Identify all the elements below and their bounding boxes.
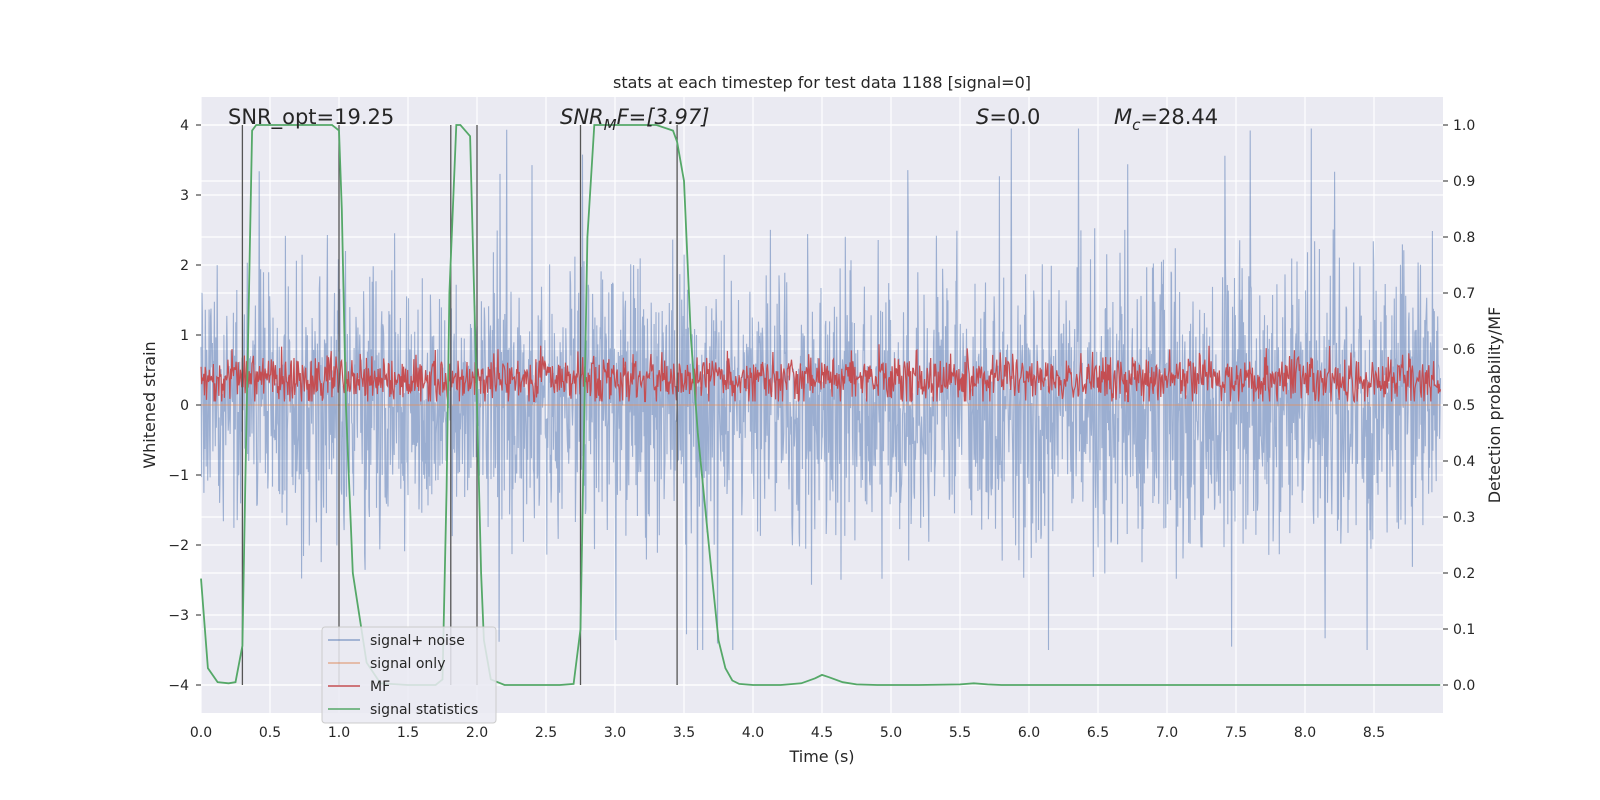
x-tick-label: 0.5 (259, 725, 281, 741)
y2-tick-label: 0.5 (1453, 398, 1475, 414)
y-tick-label: −2 (168, 538, 189, 554)
y2-tick-label: 0.8 (1453, 230, 1475, 246)
x-tick-label: 8.0 (1294, 725, 1316, 741)
x-tick-label: 6.0 (1018, 725, 1040, 741)
y-tick-label: 3 (180, 188, 189, 204)
x-tick-label: 4.5 (811, 725, 833, 741)
y2-tick-label: 0.0 (1453, 678, 1475, 694)
legend: signal+ noise signal only MF signal stat… (321, 626, 497, 724)
y2-tick-label: 0.2 (1453, 566, 1475, 582)
annotation-s: S=0.0 (976, 105, 1040, 129)
x-axis-label: Time (s) (788, 747, 854, 766)
legend-box (321, 626, 497, 724)
y-tick-label: −4 (168, 678, 189, 694)
legend-label-signal-statistics: signal statistics (370, 702, 478, 718)
x-tick-label: 3.0 (604, 725, 626, 741)
legend-label-signal-only: signal only (370, 656, 445, 672)
annotations: SNR_opt=19.25 SNRMF=[3.97] S=0.0 Mc=28.4… (228, 105, 1218, 134)
y-tick-label: 2 (180, 258, 189, 274)
y-axis-label: Whitened strain (140, 341, 159, 468)
annotation-mc-label: M (1114, 105, 1132, 129)
x-tick-label: 1.0 (328, 725, 350, 741)
x-tick-label: 6.5 (1087, 725, 1109, 741)
legend-label-signal-noise: signal+ noise (370, 633, 465, 649)
y2-axis-label: Detection probability/MF (1485, 307, 1504, 504)
annotation-s-label: S (976, 105, 989, 129)
x-tick-label: 2.5 (535, 725, 557, 741)
noise-series-layer (200, 128, 1442, 651)
annotation-mc: Mc=28.44 (1114, 105, 1218, 134)
x-tick-label: 3.5 (673, 725, 695, 741)
mf-series-layer (200, 344, 1442, 404)
y2-tick-label: 0.1 (1453, 622, 1475, 638)
x-tick-label: 7.0 (1156, 725, 1178, 741)
y-tick-label: 1 (180, 328, 189, 344)
series-signal-statistics-line (200, 124, 1441, 686)
annotation-mc-sub: c (1132, 116, 1141, 134)
legend-label-mf: MF (370, 679, 390, 695)
series-signal-noise-line (200, 128, 1442, 651)
y2-tick-label: 0.3 (1453, 510, 1475, 526)
y2-tick-label: 0.6 (1453, 342, 1475, 358)
y2-tick-label: 0.9 (1453, 174, 1475, 190)
annotation-snr-mf-rest: F=[3.97] (617, 105, 710, 129)
y2-tick-label: 0.4 (1453, 454, 1475, 470)
annotation-snr-mf-sub: M (604, 116, 617, 134)
series-mf-line (200, 344, 1442, 404)
annotation-snr-opt: SNR_opt=19.25 (228, 105, 394, 130)
y-tick-label: −1 (168, 468, 189, 484)
y2-tick-label: 0.7 (1453, 286, 1475, 302)
chart-title: stats at each timestep for test data 118… (613, 73, 1031, 92)
annotation-s-value: =0.0 (989, 105, 1040, 129)
annotation-snr-mf: SNRMF=[3.97] (560, 105, 709, 134)
x-tick-label: 7.5 (1225, 725, 1247, 741)
x-tick-label: 1.5 (397, 725, 419, 741)
x-tick-label: 0.0 (190, 725, 212, 741)
signal-statistics-layer (200, 124, 1441, 686)
x-tick-label: 2.0 (466, 725, 488, 741)
annotation-mc-value: =28.44 (1140, 105, 1218, 129)
y-tick-label: −3 (168, 608, 189, 624)
y-tick-label: 0 (180, 398, 189, 414)
y-tick-label: 4 (180, 118, 189, 134)
x-tick-label: 4.0 (742, 725, 764, 741)
annotation-snr-mf-base: SNR (560, 105, 604, 129)
y2-tick-label: 1.0 (1453, 118, 1475, 134)
axis-layer: 0.0 0.5 1.0 1.5 2.0 2.5 3.0 3.5 4.0 4.5 5.0 5.5 6.0 6… (168, 118, 1475, 741)
x-tick-label: 5.0 (880, 725, 902, 741)
x-tick-label: 8.5 (1363, 725, 1385, 741)
x-tick-label: 5.5 (949, 725, 971, 741)
